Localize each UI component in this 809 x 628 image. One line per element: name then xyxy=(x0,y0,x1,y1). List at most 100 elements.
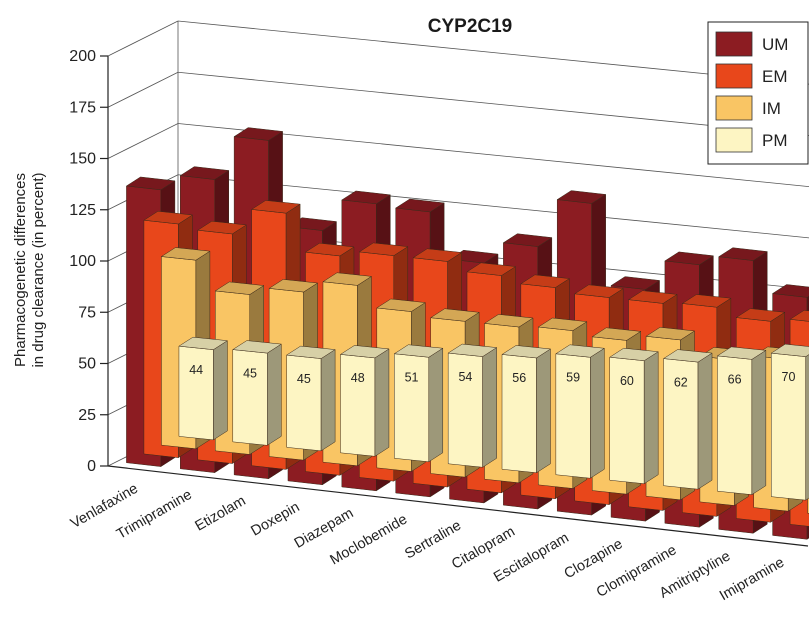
bar-top-face xyxy=(771,284,809,298)
y-tick-label: 150 xyxy=(69,151,96,168)
chart-title: CYP2C19 xyxy=(428,16,513,37)
bar-top-face xyxy=(429,308,480,322)
bar-top-face xyxy=(466,262,517,276)
bar-side-face xyxy=(267,343,282,446)
data-label: 51 xyxy=(405,370,419,384)
data-label: 45 xyxy=(243,366,257,380)
legend-swatch xyxy=(715,95,753,121)
bar-side-face xyxy=(751,349,767,496)
bar-side-face xyxy=(320,349,336,452)
y-axis-label-line1: Pharmacogenetic differences xyxy=(12,173,29,367)
bar-top-face xyxy=(718,247,768,261)
bar-top-face xyxy=(304,242,355,257)
legend-swatch xyxy=(715,127,753,153)
bar-front-face xyxy=(178,345,214,441)
bar-top-face xyxy=(232,340,282,354)
legend-label: PM xyxy=(762,131,788,150)
bar-side-face xyxy=(428,347,444,463)
bar-front-face xyxy=(286,354,322,452)
bar-top-face xyxy=(358,242,409,256)
bar-top-face xyxy=(447,343,498,357)
bar-pm-citalopram: 59 xyxy=(555,344,606,479)
bar-top-face xyxy=(573,284,624,298)
y-tick-label: 175 xyxy=(69,99,96,116)
bar-pm-moclobemide: 54 xyxy=(447,343,498,468)
x-axis-line xyxy=(107,465,809,547)
bar-top-face xyxy=(178,336,229,350)
legend-item-im: IM xyxy=(715,95,781,121)
y-axis-label-line2: in drug clearance (in percent) xyxy=(30,172,47,367)
side-gridline-200 xyxy=(107,20,179,57)
bar-top-face xyxy=(125,176,176,191)
bar-pm-venlafaxine: 44 xyxy=(178,336,229,441)
bar-side-face xyxy=(590,347,605,479)
data-label: 56 xyxy=(512,371,526,385)
bar-top-face xyxy=(501,345,552,359)
data-label: 45 xyxy=(297,372,311,386)
y-tick-label: 75 xyxy=(78,304,96,321)
bar-top-face xyxy=(645,327,696,341)
bar-top-face xyxy=(610,276,661,290)
bar-top-face xyxy=(179,166,230,180)
bar-top-face xyxy=(537,317,588,331)
data-label: 59 xyxy=(566,371,580,385)
legend-swatch xyxy=(715,63,753,89)
bar-side-face xyxy=(697,352,713,490)
legend-item-pm: PM xyxy=(715,127,788,153)
data-label: 62 xyxy=(674,375,688,389)
bar-front-face xyxy=(232,349,268,446)
data-label: 54 xyxy=(458,370,472,384)
legend-swatch xyxy=(715,31,753,57)
bar-top-face xyxy=(608,347,659,361)
y-tick-label: 25 xyxy=(78,407,96,424)
bar-top-face xyxy=(214,281,265,295)
legend-label: UM xyxy=(762,35,788,54)
bar-top-face xyxy=(502,233,553,247)
bar-top-face xyxy=(376,298,427,312)
bar-top-face xyxy=(662,349,713,363)
bar-top-face xyxy=(556,190,607,204)
bar-top-face xyxy=(716,346,767,360)
side-gridline-175 xyxy=(107,71,179,108)
bar-top-face xyxy=(143,210,194,225)
bar-side-face xyxy=(536,348,551,474)
y-tick-label: 0 xyxy=(87,458,96,475)
y-tick-label: 200 xyxy=(69,48,96,65)
y-axis-ticks: 0 25 50 75 100 125 150 175 200 xyxy=(69,48,108,475)
bar-pm-amitriptyline: 70 xyxy=(770,343,809,501)
bar-top-face xyxy=(197,220,247,235)
bar-top-face xyxy=(681,294,732,308)
bar-top-face xyxy=(285,345,336,359)
bar-pm-clozapine: 62 xyxy=(662,349,713,490)
bar-side-face xyxy=(805,354,809,501)
data-label: 60 xyxy=(620,374,634,388)
bar-top-face xyxy=(555,344,606,358)
bar-top-face xyxy=(520,274,571,288)
bar-top-face xyxy=(250,200,301,214)
data-label: 48 xyxy=(351,371,365,385)
bar-top-face xyxy=(591,327,642,341)
bars: 44454548515456596062667077 xyxy=(125,127,809,540)
data-label: 44 xyxy=(189,363,203,377)
gridline-150 xyxy=(177,123,809,188)
legend-label: EM xyxy=(762,67,788,86)
bar-top-face xyxy=(160,247,211,261)
bar-top-face xyxy=(664,251,715,266)
x-tick-label-etizolam: Etizolam xyxy=(192,493,248,535)
bar-side-face xyxy=(213,340,228,441)
bar-top-face xyxy=(789,310,809,322)
bar-pm-clomipramine: 66 xyxy=(716,346,767,496)
y-tick-label: 125 xyxy=(69,202,96,219)
gridline-125 xyxy=(177,174,809,239)
bar-top-face xyxy=(394,198,445,213)
bar-top-face xyxy=(341,190,392,205)
bar-side-face xyxy=(643,351,659,485)
bar-front-face xyxy=(340,354,376,457)
bar-top-face xyxy=(393,344,444,358)
bar-top-face xyxy=(322,272,373,286)
bar-side-face xyxy=(374,348,390,457)
bar-top-face xyxy=(770,343,809,357)
bar-top-face xyxy=(412,248,463,262)
legend-label: IM xyxy=(762,99,781,118)
